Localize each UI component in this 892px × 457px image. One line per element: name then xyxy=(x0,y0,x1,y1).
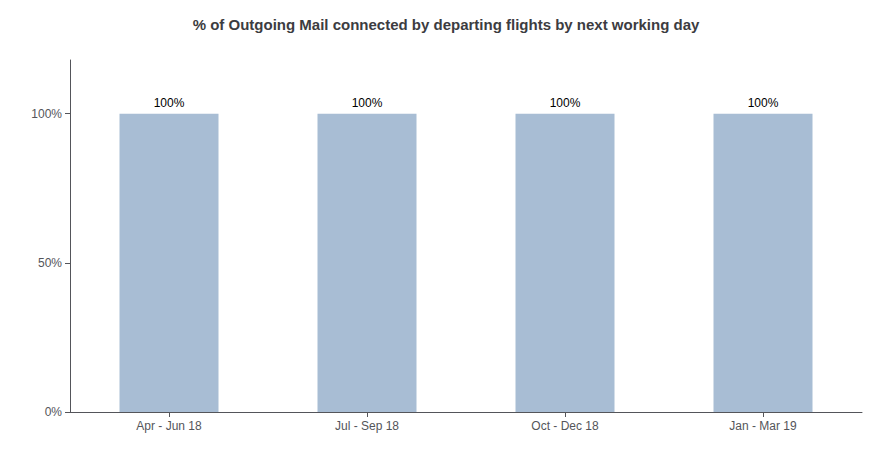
svg-text:Jan - Mar 19: Jan - Mar 19 xyxy=(729,419,797,433)
svg-text:Oct - Dec 18: Oct - Dec 18 xyxy=(531,419,599,433)
svg-text:% of Outgoing Mail connected b: % of Outgoing Mail connected by departin… xyxy=(193,16,700,33)
svg-text:Apr - Jun 18: Apr - Jun 18 xyxy=(136,419,202,433)
svg-text:100%: 100% xyxy=(550,96,581,110)
svg-text:100%: 100% xyxy=(748,96,779,110)
svg-text:Jul - Sep 18: Jul - Sep 18 xyxy=(335,419,399,433)
svg-text:100%: 100% xyxy=(352,96,383,110)
svg-text:50%: 50% xyxy=(38,256,62,270)
svg-text:100%: 100% xyxy=(31,107,62,121)
svg-text:0%: 0% xyxy=(45,405,63,419)
svg-text:100%: 100% xyxy=(154,96,185,110)
